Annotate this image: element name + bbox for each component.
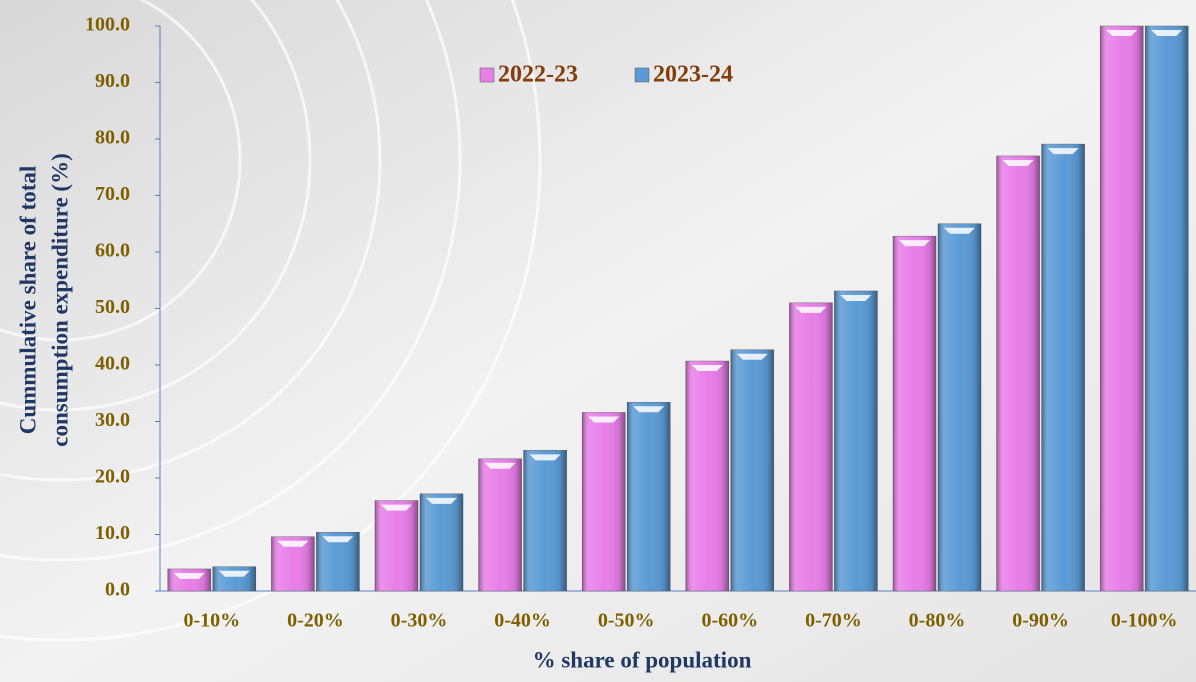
bar (523, 450, 567, 592)
bar (789, 302, 833, 592)
y-axis-title: consumption expenditure (%) (47, 153, 72, 447)
x-axis-title: % share of population (533, 647, 752, 672)
bar-bevel (529, 454, 561, 461)
y-tick-label: 0.0 (105, 579, 130, 601)
x-tick-label: 0-40% (494, 610, 551, 632)
y-tick-label: 30.0 (95, 409, 130, 431)
x-tick-label: 0-30% (391, 610, 448, 632)
bar (167, 568, 212, 592)
bar (1041, 143, 1085, 592)
y-axis-title: Cummulative share of total (15, 166, 40, 435)
y-tick-label: 10.0 (95, 522, 130, 544)
bar (419, 493, 464, 592)
bar-bevel (691, 365, 723, 372)
decor-arcs (0, 0, 542, 642)
bar-bevel (1047, 148, 1079, 155)
bar-bevel (218, 570, 250, 577)
y-tick-label: 90.0 (95, 70, 130, 92)
x-tick-label: 0-60% (701, 610, 758, 632)
y-tick-label: 60.0 (95, 240, 130, 262)
bar-bevel (944, 227, 975, 234)
bar-bevel (484, 462, 516, 469)
bar-bevel (588, 416, 620, 423)
bar (1144, 25, 1189, 592)
bar-bevel (899, 240, 930, 247)
bar (685, 360, 730, 592)
x-tick-label: 0-70% (805, 610, 862, 632)
bar (212, 566, 257, 592)
bar-bevel (795, 306, 827, 313)
legend-label: 2022-23 (498, 62, 578, 88)
bar-bevel (277, 540, 309, 547)
x-tick-label: 0-10% (183, 610, 240, 632)
y-tick-label: 100.0 (85, 14, 130, 36)
y-tick-label: 80.0 (95, 127, 130, 149)
bar-bevel (840, 294, 872, 301)
bar (626, 402, 671, 592)
bar-bevel (173, 572, 205, 579)
legend-label: 2023-24 (653, 62, 733, 88)
bar (1099, 25, 1144, 592)
legend-swatch (634, 67, 650, 83)
x-tick-label: 0-50% (598, 610, 655, 632)
bar-bevel (426, 497, 457, 504)
x-tick-label: 0-20% (287, 610, 344, 632)
bar (996, 155, 1040, 592)
bar-bevel (381, 504, 412, 511)
y-tick-label: 40.0 (95, 353, 130, 375)
bar-bevel (633, 406, 665, 413)
bar-bevel (1106, 30, 1138, 36)
y-tick-label: 20.0 (95, 466, 130, 488)
x-tick-label: 0-100% (1111, 610, 1178, 632)
bar (374, 500, 419, 592)
bar (834, 290, 878, 592)
bar-bevel (736, 353, 768, 360)
bar-bevel (1002, 159, 1034, 166)
bar-bevel (322, 536, 354, 543)
bar-bevel (1151, 30, 1183, 36)
y-tick-label: 50.0 (95, 296, 130, 318)
bar (478, 458, 522, 592)
bar (581, 412, 626, 592)
x-tick-label: 0-90% (1012, 610, 1069, 632)
bar (730, 349, 775, 592)
legend-swatch (479, 67, 495, 83)
bar (937, 223, 982, 592)
x-tick-label: 0-80% (909, 610, 966, 632)
y-tick-label: 70.0 (95, 183, 130, 205)
bar (892, 235, 937, 592)
